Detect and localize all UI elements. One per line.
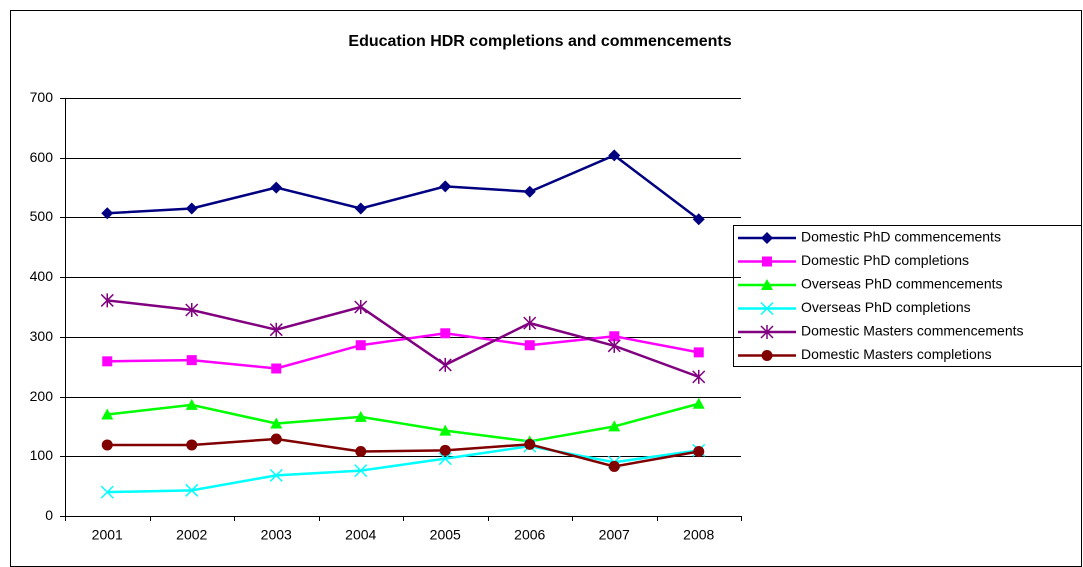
chart-title: Education HDR completions and commenceme… [348,33,731,50]
y-tick-label: 500 [30,208,54,224]
x-tick-label: 2007 [599,527,630,543]
data-point [439,444,451,456]
x-tick-label: 2002 [176,527,207,543]
data-point [692,397,705,409]
legend-marker [760,301,774,316]
data-point [186,355,197,366]
series-line [107,299,700,379]
legend-label: Domestic Masters commencements [801,323,1024,339]
data-point [102,356,113,367]
y-tick-label: 0 [45,507,53,523]
data-point [524,438,536,450]
y-tick-label: 600 [30,149,54,165]
data-point [608,149,621,162]
legend [733,225,1082,367]
data-point [608,420,621,432]
data-point [609,331,620,342]
legend-marker [762,256,772,267]
legend-marker [761,350,773,361]
legend-label: Domestic Masters completions [801,346,992,362]
y-tick-label: 300 [30,328,54,344]
data-point [692,369,706,384]
data-point [439,424,452,436]
data-point [354,410,367,422]
data-point [270,181,283,194]
legend-marker [761,279,773,290]
data-point [354,300,368,314]
data-point [438,452,452,466]
y-tick-label: 400 [30,268,54,284]
data-point [439,180,452,193]
y-tick-label: 200 [30,388,54,404]
data-point [100,485,114,499]
legend-label: Domestic PhD commencements [801,229,1001,245]
x-tick-label: 2006 [514,527,545,543]
data-point [185,202,198,215]
x-tick-label: 2008 [683,527,714,543]
y-tick-label: 700 [30,89,54,105]
series-line [107,332,699,370]
series-line [107,437,699,468]
data-point [693,446,705,458]
data-point [438,357,452,372]
y-tick-label: 100 [30,447,54,463]
data-point [185,398,198,410]
data-point [692,213,705,226]
data-point [185,483,199,497]
data-point [270,417,283,429]
data-point [355,446,367,458]
x-tick-label: 2001 [92,527,123,543]
series-line [107,402,700,443]
legend-marker [761,232,773,244]
data-point [269,468,283,482]
x-tick-label: 2003 [261,527,292,543]
data-point [101,207,114,220]
x-tick-label: 2004 [345,527,376,543]
data-point [523,316,537,331]
data-point [607,338,621,353]
data-point [101,408,114,420]
data-point [185,302,199,317]
data-point [100,293,114,308]
legend-label: Overseas PhD completions [801,299,971,315]
data-point [269,322,283,337]
data-point [354,464,368,478]
data-point [355,340,366,351]
x-tick-label: 2005 [430,527,461,543]
data-point [354,202,367,215]
data-point [524,340,535,351]
data-point [608,460,620,472]
data-point [693,347,704,358]
data-point [440,328,451,339]
series-line [107,153,700,221]
data-point [186,439,198,451]
data-point [271,363,282,374]
legend-label: Domestic PhD completions [801,252,969,268]
data-point [270,433,282,445]
legend-label: Overseas PhD commencements [801,276,1003,292]
series-line [107,444,699,494]
legend-marker [760,325,774,339]
data-point [101,439,113,451]
data-point [523,185,536,198]
